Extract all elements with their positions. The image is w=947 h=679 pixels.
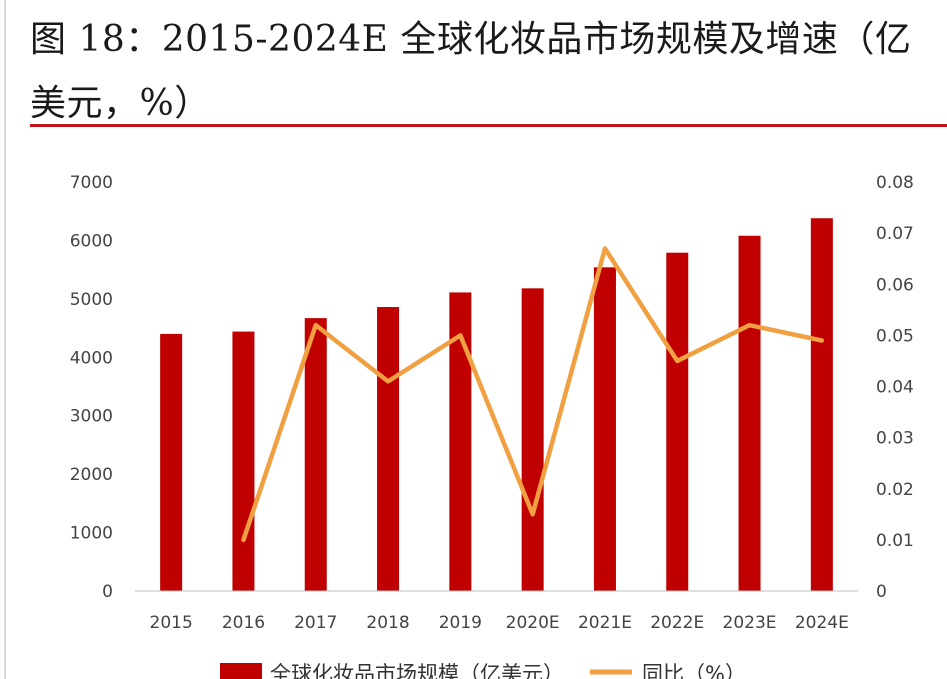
- x-tick-label: 2015: [150, 613, 193, 633]
- y-left-tick-label: 3000: [70, 407, 113, 427]
- y-left-tick-label: 1000: [70, 524, 113, 544]
- y-left-tick-label: 7000: [70, 173, 113, 193]
- bar: [593, 267, 616, 591]
- y-left-tick-label: 2000: [70, 465, 113, 485]
- x-tick-label: 2021E: [578, 613, 632, 633]
- y-right-tick-label: 0.04: [876, 378, 914, 398]
- bar: [810, 218, 833, 591]
- x-tick-label: 2020E: [506, 613, 560, 633]
- page-left-border: [4, 0, 6, 679]
- y-left-tick-label: 4000: [70, 348, 113, 368]
- title-divider: [30, 124, 947, 127]
- x-axis: 2015 2016 2017 2018 2019 2020E 2021E 2022E 2023E…: [150, 613, 849, 633]
- bar: [449, 292, 472, 591]
- chart-title: 图 18：2015-2024E 全球化妆品市场规模及增速（亿美元，%）: [30, 19, 912, 124]
- y-right-tick-label: 0.01: [876, 531, 914, 551]
- bar: [304, 318, 327, 591]
- bar: [377, 307, 400, 591]
- y-right-tick-label: 0.02: [876, 480, 914, 500]
- y-left-tick-label: 6000: [70, 231, 113, 251]
- x-tick-label: 2023E: [723, 613, 777, 633]
- y-axis-right: 0 0.01 0.02 0.03 0.04 0.05 0.06 0.07 0.08: [876, 173, 914, 602]
- y-right-tick-label: 0.06: [876, 275, 914, 295]
- y-right-tick-label: 0: [876, 582, 887, 602]
- line-series: [241, 246, 825, 543]
- legend-swatch-bar: [220, 663, 262, 679]
- bar: [232, 331, 255, 591]
- legend: 全球化妆品市场规模（亿美元） 同比（%）: [220, 662, 746, 679]
- x-tick-label: 2022E: [650, 613, 704, 633]
- bar: [666, 252, 689, 591]
- x-tick-label: 2024E: [795, 613, 849, 633]
- x-tick-label: 2018: [366, 613, 409, 633]
- y-axis-left: 0 1000 2000 3000 4000 5000 6000 7000: [70, 173, 113, 602]
- bar: [521, 288, 544, 591]
- x-tick-label: 2019: [439, 613, 482, 633]
- bar: [160, 333, 183, 591]
- bar-series: [160, 218, 833, 592]
- bar: [738, 235, 761, 592]
- legend-label-line: 同比（%）: [642, 662, 746, 679]
- y-right-tick-label: 0.07: [876, 224, 914, 244]
- y-left-tick-label: 0: [102, 582, 113, 602]
- legend-label-bar: 全球化妆品市场规模（亿美元）: [270, 662, 564, 679]
- x-tick-label: 2017: [294, 613, 337, 633]
- y-left-tick-label: 5000: [70, 290, 113, 310]
- y-right-tick-label: 0.03: [876, 429, 914, 449]
- x-tick-label: 2016: [222, 613, 265, 633]
- y-right-tick-label: 0.08: [876, 173, 914, 193]
- y-right-tick-label: 0.05: [876, 326, 914, 346]
